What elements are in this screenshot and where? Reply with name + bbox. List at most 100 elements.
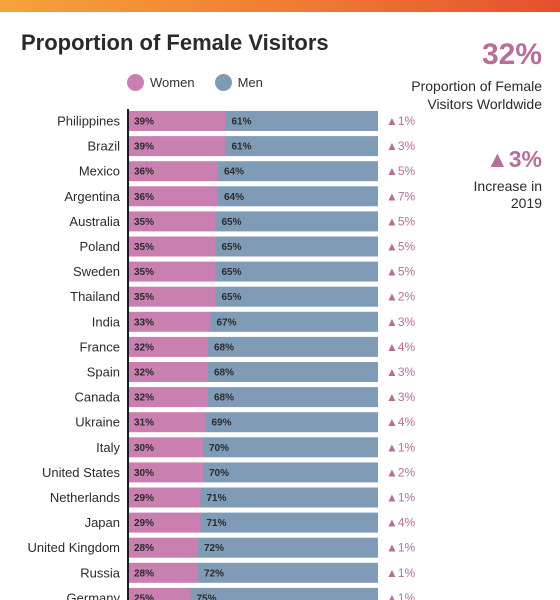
women-bar	[128, 587, 191, 600]
women-bar	[128, 537, 198, 558]
men-value-label: 70%	[209, 443, 229, 454]
women-value-label: 28%	[134, 568, 154, 579]
men-bar	[198, 537, 378, 558]
women-value-label: 39%	[134, 142, 154, 153]
change-label: ▲3%	[386, 390, 416, 404]
men-bar	[198, 562, 378, 583]
category-label: Thailand	[70, 289, 120, 304]
legend-label-women: Women	[150, 74, 195, 90]
women-value-label: 35%	[134, 217, 154, 228]
change-label: ▲3%	[386, 315, 416, 329]
proportion-label: Proportion of Female Visitors Worldwide	[411, 78, 542, 112]
change-label: ▲2%	[386, 465, 416, 479]
legend: Women Men	[127, 72, 283, 92]
men-bar	[190, 587, 378, 600]
women-value-label: 33%	[134, 317, 154, 328]
men-bar	[203, 437, 378, 458]
men-value-label: 61%	[232, 117, 252, 128]
category-label: Canada	[74, 390, 120, 405]
men-bar	[205, 412, 378, 433]
legend-item-men: Men	[214, 73, 263, 91]
women-swatch	[127, 73, 144, 91]
men-value-label: 71%	[207, 518, 227, 529]
change-label: ▲7%	[386, 189, 416, 203]
change-label: ▲3%	[386, 365, 416, 379]
women-bar	[128, 562, 198, 583]
women-bar	[128, 161, 218, 182]
change-label: ▲3%	[386, 139, 416, 153]
change-label: ▲4%	[386, 415, 416, 429]
women-value-label: 32%	[134, 342, 154, 353]
men-value-label: 68%	[214, 368, 234, 379]
category-label: India	[92, 314, 121, 329]
women-bar	[128, 412, 206, 433]
women-value-label: 29%	[134, 518, 154, 529]
women-value-label: 29%	[134, 493, 154, 504]
change-label: ▲4%	[386, 340, 416, 354]
women-value-label: 31%	[134, 418, 154, 429]
women-value-label: 30%	[134, 468, 154, 479]
category-label: United States	[42, 465, 121, 480]
men-value-label: 64%	[224, 192, 244, 203]
men-value-label: 65%	[222, 217, 242, 228]
increase-label: Increase in 2019	[473, 178, 542, 211]
women-bar	[128, 286, 216, 307]
category-label: Philippines	[57, 114, 120, 129]
category-label: Italy	[96, 440, 120, 455]
women-bar	[128, 186, 218, 207]
category-label: Sweden	[73, 264, 120, 279]
men-value-label: 70%	[209, 468, 229, 479]
women-value-label: 36%	[134, 192, 154, 203]
men-bar	[200, 487, 378, 508]
men-value-label: 68%	[214, 342, 234, 353]
category-label: Brazil	[87, 139, 120, 154]
men-value-label: 61%	[232, 142, 252, 153]
men-bar	[210, 311, 378, 332]
men-bar	[208, 336, 378, 357]
men-value-label: 72%	[204, 568, 224, 579]
increase-value: ▲3%	[485, 146, 542, 172]
women-bar	[128, 236, 216, 257]
women-bar	[128, 487, 201, 508]
change-label: ▲5%	[386, 164, 416, 178]
men-bar	[208, 362, 378, 382]
men-value-label: 65%	[222, 267, 242, 278]
legend-item-women: Women	[127, 73, 195, 91]
women-bar	[128, 437, 203, 458]
men-value-label: 68%	[214, 393, 234, 404]
women-bar	[128, 211, 216, 232]
women-bar	[128, 261, 216, 282]
change-label: ▲5%	[386, 214, 416, 228]
women-bar	[128, 311, 211, 332]
men-bar	[203, 462, 378, 483]
women-bar	[128, 462, 203, 483]
category-label: Netherlands	[50, 490, 121, 505]
men-value-label: 67%	[217, 317, 237, 328]
women-value-label: 35%	[134, 267, 154, 278]
category-label: Spain	[87, 365, 120, 380]
men-value-label: 64%	[224, 167, 244, 178]
category-label: Russia	[80, 565, 121, 580]
women-bar	[128, 136, 226, 157]
change-label: ▲1%	[386, 541, 416, 555]
category-label: Japan	[85, 515, 120, 530]
men-value-label: 65%	[222, 292, 242, 303]
category-label: Mexico	[79, 164, 120, 179]
category-label: Argentina	[64, 189, 120, 204]
men-bar	[215, 211, 378, 232]
men-value-label: 65%	[222, 242, 242, 253]
women-value-label: 35%	[134, 242, 154, 253]
men-bar	[200, 512, 378, 533]
category-label: United Kingdom	[28, 540, 121, 555]
change-label: ▲1%	[386, 491, 416, 505]
men-value-label: 71%	[207, 493, 227, 504]
change-label: ▲1%	[386, 440, 416, 454]
women-bar	[128, 512, 201, 533]
women-value-label: 35%	[134, 292, 154, 303]
men-bar	[215, 236, 378, 257]
women-value-label: 36%	[134, 167, 154, 178]
proportion-value: 32%	[481, 38, 542, 71]
change-label: ▲1%	[386, 591, 416, 600]
change-label: ▲1%	[386, 114, 416, 128]
